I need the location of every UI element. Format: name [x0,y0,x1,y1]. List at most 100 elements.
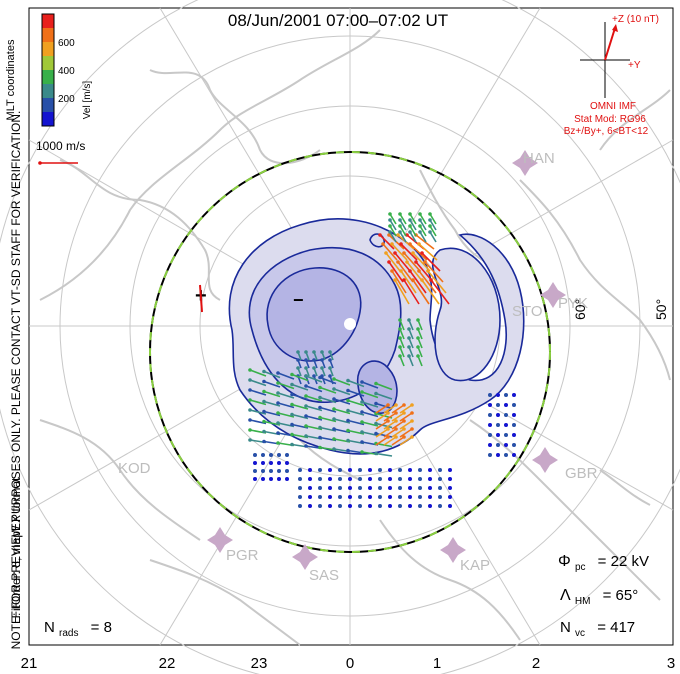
velocity-vector-origin [408,242,412,246]
velocity-vector-origin [262,379,266,384]
velocity-vector-origin [394,419,398,423]
velocity-vector-origin [408,269,412,273]
velocity-vector [419,219,427,231]
mlt-22: 22 [159,655,176,672]
velocity-dot [388,486,392,490]
velocity-vector [429,225,437,237]
velocity-dot [368,504,372,508]
velocity-dot [269,477,273,481]
velocity-vector [424,261,444,283]
velocity-dot [328,468,332,472]
velocity-vector [375,392,393,400]
velocity-vector-origin [399,269,403,273]
velocity-dot [496,393,500,397]
velocity-dot [418,468,422,472]
velocity-dot [388,495,392,499]
velocity-dot [277,477,281,481]
mlt-21: 21 [21,655,38,672]
phi-pc-symbol: Φ [558,553,571,570]
fit-statistics: Φ pc = 22 kV Λ HM = 65° N vc = 417 N rad… [44,553,649,640]
velocity-vector-origin [332,417,336,421]
velocity-vector [383,412,397,422]
velocity-vectors [248,212,516,508]
velocity-vector-origin [416,327,420,331]
velocity-vector [305,415,323,421]
velocity-dot [512,443,516,447]
velocity-vector-origin [318,415,322,420]
velocity-dot [504,433,508,437]
velocity-dot [298,468,302,472]
velocity-dot [358,495,362,499]
velocity-colorbar [41,13,55,127]
velocity-vector [421,279,440,305]
velocity-vector [382,243,398,261]
velocity-vector-origin [320,358,324,362]
velocity-dot [368,486,372,490]
velocity-vector [430,279,450,305]
nvc-value: = 417 [597,619,635,636]
velocity-vector-origin [276,401,280,405]
velocity-vector-origin [374,451,378,456]
velocity-vector-origin [407,318,411,322]
velocity-dot [398,495,402,499]
nrads-stat: N rads = 8 [44,619,112,640]
velocity-vector-origin [386,411,390,415]
velocity-vector [399,219,407,231]
velocity-vector [291,373,309,382]
velocity-dot [253,461,257,465]
velocity-dot [338,486,342,490]
velocity-dot [338,477,342,481]
velocity-vector [249,389,267,396]
velocity-vector-origin [402,278,406,282]
velocity-vector [319,376,337,385]
velocity-dot [298,477,302,481]
preview-notice: NOTE: FOR PREVIEW PURPOSES ONLY. PLEASE … [9,111,23,650]
velocity-vector [419,231,427,243]
velocity-vector-origin [381,242,385,246]
velocity-vector-origin [304,424,308,428]
velocity-vector-origin [320,350,324,354]
velocity-vector-origin [360,420,364,424]
velocity-vector-origin [398,218,402,222]
velocity-dot [504,443,508,447]
velocity-vector-origin [411,251,415,255]
velocity-vector [249,399,267,406]
velocity-vector-origin [410,419,414,423]
velocity-dot [277,469,281,473]
velocity-vector-origin [346,438,350,443]
velocity-vector [400,270,417,294]
velocity-vector-origin [304,394,308,398]
velocity-dot [298,486,302,490]
velocity-dot [512,413,516,417]
velocity-vector [419,213,427,225]
velocity-dot [398,477,402,481]
station-markers [207,150,566,570]
velocity-dot [253,453,257,457]
velocity-vector [409,213,417,225]
nvc-symbol: N [560,619,571,636]
velocity-dot [488,443,492,447]
velocity-dot [378,468,382,472]
velocity-dot [438,495,442,499]
velocity-vector-origin [394,435,398,439]
velocity-vector [403,279,420,305]
velocity-vector [383,420,397,430]
velocity-dot [261,477,265,481]
velocity-vector-origin [332,447,336,451]
velocity-vector [399,225,407,237]
velocity-dot [488,423,492,427]
velocity-dot [308,477,312,481]
velocity-vector-origin [346,388,350,393]
imf-clock [580,22,630,98]
velocity-vector [383,436,397,446]
velocity-vector-origin [304,350,308,354]
velocity-vector [421,252,441,272]
velocity-vector [379,234,395,250]
velocity-vector-origin [276,381,280,385]
velocity-vector [388,261,404,283]
velocity-dot [504,403,508,407]
velocity-vector-origin [332,427,336,431]
velocity-vector-origin [416,336,420,340]
velocity-vector-origin [304,366,308,370]
velocity-vector-origin [304,444,308,448]
